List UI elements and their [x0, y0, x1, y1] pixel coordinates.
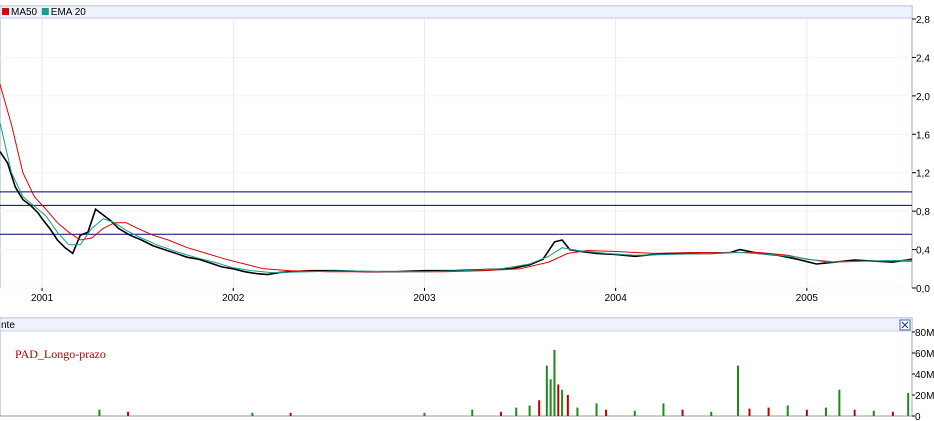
legend-bar	[0, 5, 913, 19]
volume-y-axis: 0 20M 40M 60M 80M	[912, 328, 934, 421]
volume-header-text: nte	[1, 320, 15, 331]
price-y-axis: 0,0 0,4 0,8 1,2 1,6 2,0 2,4 2,8	[912, 15, 930, 295]
y-tick-label-5: 2,0	[916, 92, 930, 103]
volume-bar-15	[566, 395, 569, 416]
volume-bar-28	[824, 407, 827, 416]
legend-label-0: MA50	[11, 7, 38, 18]
vol-y-tick-label-3: 60M	[915, 349, 934, 360]
volume-bars	[0, 349, 912, 417]
volume-bar-24	[748, 408, 751, 416]
price-x-axis: 2001 2002 2003 2004 2005	[31, 288, 818, 304]
legend-label-1: EMA 20	[51, 7, 86, 18]
series-line-ma50	[0, 84, 912, 273]
y-tick-label-3: 1,2	[916, 169, 930, 180]
volume-bar-21	[681, 409, 684, 416]
volume-bar-18	[605, 409, 608, 416]
y-tick-label-1: 0,4	[916, 246, 930, 257]
volume-bar-33	[907, 392, 910, 416]
y-tick-label-2: 0,8	[916, 207, 930, 218]
volume-bar-27	[805, 409, 808, 416]
x-tick-label-2: 2003	[413, 293, 436, 304]
volume-bar-20	[662, 403, 665, 416]
vol-y-tick-label-2: 40M	[915, 370, 934, 381]
volume-bar-29	[838, 389, 841, 416]
volume-bar-32	[891, 411, 894, 416]
legend-swatch-1	[41, 8, 49, 15]
volume-bar-10	[545, 365, 548, 416]
volume-bar-3	[289, 412, 292, 416]
volume-bar-26	[786, 405, 789, 416]
price-series	[0, 84, 913, 276]
vol-y-tick-label-1: 20M	[915, 391, 934, 402]
volume-bar-8	[528, 405, 531, 416]
volume-panel-background	[0, 317, 913, 417]
close-icon[interactable]	[899, 319, 911, 331]
y-tick-label-7: 2,8	[916, 15, 930, 26]
y-tick-label-0: 0,0	[916, 284, 930, 295]
vol-y-tick-label-0: 0	[915, 412, 921, 421]
horizontal-levels	[0, 191, 912, 235]
volume-bar-7	[515, 407, 518, 416]
legend-swatch-0	[2, 8, 9, 15]
indicator-label: PAD_Longo-prazo	[15, 347, 106, 361]
volume-bar-17	[595, 403, 598, 416]
price-panel-background	[0, 5, 913, 289]
volume-bar-30	[853, 409, 856, 416]
volume-bar-1	[127, 411, 130, 416]
volume-bar-23	[737, 365, 740, 416]
series-line-ema-20	[0, 122, 913, 274]
vol-y-tick-label-4: 80M	[915, 328, 934, 339]
volume-bar-4	[423, 412, 426, 416]
volume-bar-12	[553, 349, 556, 416]
price-panel: MA50 EMA 20 0,0 0,4 0,8 1,2 1,6 2,0 2,4 2,8 2001…	[0, 5, 930, 304]
volume-panel: nte PAD_Longo-prazo 0 20M 40M 60M 80M	[0, 317, 934, 421]
y-tick-label-4: 1,6	[916, 130, 930, 141]
volume-bar-31	[872, 410, 875, 416]
volume-bar-2	[251, 412, 254, 416]
volume-bar-19	[633, 410, 636, 416]
x-tick-label-1: 2002	[222, 293, 245, 304]
volume-bar-13	[557, 384, 560, 416]
volume-bar-16	[576, 407, 579, 416]
volume-bar-6	[499, 411, 502, 416]
x-tick-label-3: 2004	[605, 293, 628, 304]
volume-bar-25	[767, 407, 770, 416]
volume-bar-0	[98, 409, 101, 416]
volume-bar-14	[561, 389, 564, 416]
y-tick-label-6: 2,4	[916, 53, 930, 64]
volume-bar-5	[471, 409, 474, 416]
volume-bar-22	[710, 411, 713, 416]
volume-bar-11	[549, 379, 552, 416]
x-tick-label-0: 2001	[31, 293, 54, 304]
volume-header-bar	[0, 317, 913, 332]
legend: MA50 EMA 20	[2, 7, 86, 18]
price-grid	[0, 18, 912, 289]
volume-bar-9	[538, 400, 541, 416]
x-tick-label-4: 2005	[796, 293, 819, 304]
